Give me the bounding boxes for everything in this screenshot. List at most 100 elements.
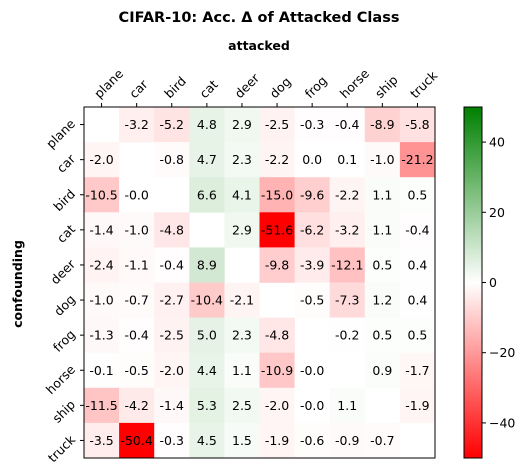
heatmap-cell [294,282,330,318]
heatmap-cell [329,177,366,213]
heatmap-cell [399,282,436,318]
cell-value-label: -4.8 [265,328,289,343]
heatmap-cell [294,422,330,459]
heatmap-cell [329,212,366,248]
heatmap-cell [84,387,120,424]
x-tick-label: plane [91,66,126,101]
heatmap-cell [294,177,330,213]
x-tick-label: horse [337,66,373,102]
cell-value-label: 2.5 [232,398,252,413]
heatmap-cell [329,247,366,283]
cell-value-label: -11.5 [85,398,117,413]
heatmap-cell [364,352,401,389]
cell-value-label: -0.3 [160,433,184,448]
cell-value-label: -9.6 [300,187,324,202]
colorbar-tick-label: −40 [489,415,515,430]
heatmap-cell [399,142,436,178]
colorbar [463,106,483,459]
cell-value-label: -0.1 [89,363,113,378]
cell-value-label: -8.9 [370,117,394,132]
heatmap-cell [364,107,401,143]
y-tick-label: bird [50,186,78,214]
heatmap-cell [364,422,401,459]
heatmap-cell [154,352,190,389]
cell-value-label: 2.9 [232,222,252,237]
cell-value-label: -4.8 [160,222,184,237]
cell-value-label: -2.7 [160,293,184,308]
colorbar-tick-label: 40 [489,135,505,150]
cell-value-label: -0.7 [124,293,148,308]
heatmap-cell [294,247,330,283]
chart-title: CIFAR-10: Acc. Δ of Attacked Class [119,10,400,26]
heatmap-cell [399,387,436,424]
y-tick-label: deer [47,256,78,287]
heatmap-cell [224,352,260,389]
cell-value-label: 2.9 [232,117,252,132]
cell-value-label: 4.4 [197,363,217,378]
x-tick-label: frog [302,73,330,101]
cell-value-label: -5.8 [405,117,429,132]
heatmap-cell [399,247,436,283]
heatmap-cell [154,317,190,353]
heatmap-cell [224,177,260,213]
heatmap-cell [119,212,155,248]
plot-frame [83,106,436,459]
cell-value-label: -0.0 [300,363,324,378]
cell-value-label: -1.7 [405,363,429,378]
heatmap-cell [294,107,330,143]
y-tick-label: plane [43,116,78,151]
cell-value-label: -15.0 [261,187,293,202]
heatmap-cell [119,422,155,459]
heatmap-cell [189,247,225,283]
heatmap-cell [189,387,225,424]
cell-value-label: 5.3 [197,398,217,413]
cell-value-label: -51.6 [261,222,293,237]
heatmap-cell [364,142,401,178]
cell-value-label: -3.9 [300,257,324,272]
cell-value-label: 0.1 [337,152,357,167]
heatmap-cell [399,177,436,213]
cell-value-label: -10.9 [261,363,293,378]
heatmap-cell [84,422,120,459]
cell-value-label: -0.6 [300,433,324,448]
heatmap-cell [119,352,155,389]
cell-value-label: -21.2 [401,152,433,167]
heatmap-cell [189,107,225,143]
cell-value-label: -7.3 [335,293,359,308]
cell-value-label: -1.9 [265,433,289,448]
x-ticks: plane car bird cat deer dog frog horse ship truck [91,66,441,107]
heatmap-cell [189,317,225,353]
colorbar-tick-label: 0 [489,275,497,290]
cell-value-label: 0.0 [302,152,322,167]
cell-value-label: -9.8 [265,257,289,272]
heatmap-cell [189,142,225,178]
heatmap-cell [259,177,295,213]
heatmap-cell [224,387,260,424]
heatmap-cell [224,107,260,143]
cell-value-label: -5.2 [160,117,184,132]
y-tick-label: car [54,151,79,176]
heatmap-cell [259,247,295,283]
cell-value-label: 0.4 [408,293,428,308]
cell-value-label: -1.0 [89,293,113,308]
y-tick-label: horse [43,362,79,398]
cell-value-label: -0.7 [370,433,394,448]
cell-value-label: -50.4 [120,433,152,448]
heatmap-cell [329,422,366,459]
cell-value-label: -4.2 [124,398,148,413]
x-tick-label: cat [196,77,220,101]
heatmap-cell [189,422,225,459]
cell-value-label: 2.3 [232,152,252,167]
cell-value-label: 1.1 [372,222,392,237]
heatmap-cell [259,142,295,178]
heatmap-cell [84,282,120,318]
cell-value-label: -1.4 [89,222,113,237]
heatmap-cell [224,422,260,459]
cell-value-label: -3.2 [124,117,148,132]
heatmap-cell [154,282,190,318]
heatmap-cell [224,317,260,353]
cell-value-label: -2.2 [335,187,359,202]
heatmap-cell [364,317,401,353]
heatmap-cell [154,212,190,248]
x-tick-label: ship [372,72,401,101]
